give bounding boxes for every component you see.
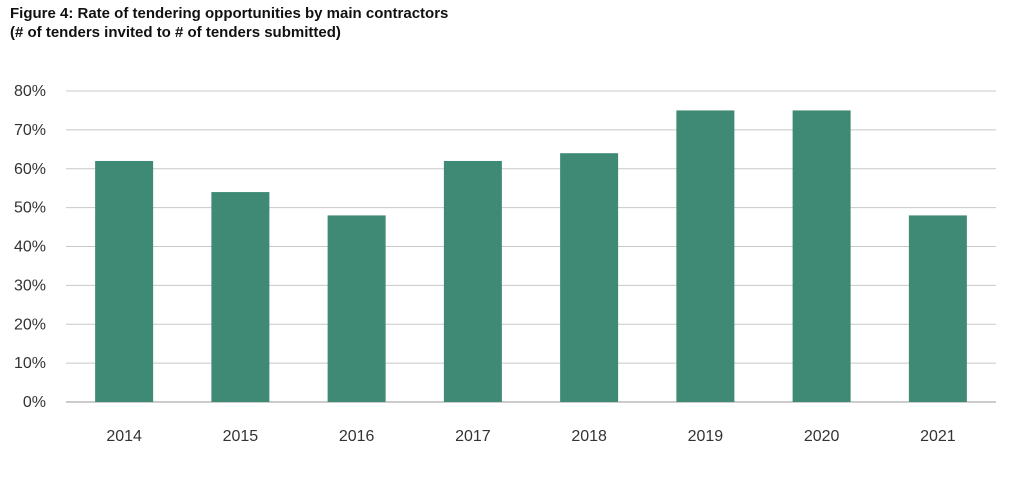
y-axis-ticks: 0% 10% 20% 30% 40% 50% 60% 70% 80% xyxy=(14,83,46,411)
chart-title: Figure 4: Rate of tendering opportunitie… xyxy=(10,5,449,22)
y-tick-label: 10% xyxy=(14,355,46,372)
y-tick-label: 40% xyxy=(14,239,46,256)
chart-title-block: Figure 4: Rate of tendering opportunitie… xyxy=(10,4,448,42)
x-axis-ticks: 2014 2015 2016 2017 2018 2019 2020 2021 xyxy=(106,428,955,445)
bar-2019 xyxy=(676,110,735,402)
y-tick-label: 20% xyxy=(14,316,46,333)
bar-2015 xyxy=(211,192,270,402)
y-tick-label: 0% xyxy=(23,394,46,411)
x-tick-label: 2019 xyxy=(688,428,724,445)
gridlines xyxy=(66,90,996,403)
x-tick-label: 2020 xyxy=(804,428,840,445)
x-tick-label: 2021 xyxy=(920,428,956,445)
bar-2016 xyxy=(327,215,386,402)
chart-subtitle: (# of tenders invited to # of tenders su… xyxy=(10,24,341,41)
bar-2017 xyxy=(443,160,502,402)
y-tick-label: 70% xyxy=(14,122,46,139)
x-tick-label: 2014 xyxy=(106,428,142,445)
x-tick-label: 2015 xyxy=(223,428,259,445)
bar-2021 xyxy=(908,215,967,402)
y-tick-label: 50% xyxy=(14,200,46,217)
x-tick-label: 2017 xyxy=(455,428,491,445)
y-tick-label: 60% xyxy=(14,161,46,178)
y-tick-label: 80% xyxy=(14,83,46,100)
bars xyxy=(95,110,967,402)
x-tick-label: 2016 xyxy=(339,428,375,445)
x-tick-label: 2018 xyxy=(571,428,607,445)
bar-2014 xyxy=(95,160,154,402)
bar-2020 xyxy=(792,110,851,402)
y-tick-label: 30% xyxy=(14,277,46,294)
bar-2018 xyxy=(560,153,619,402)
